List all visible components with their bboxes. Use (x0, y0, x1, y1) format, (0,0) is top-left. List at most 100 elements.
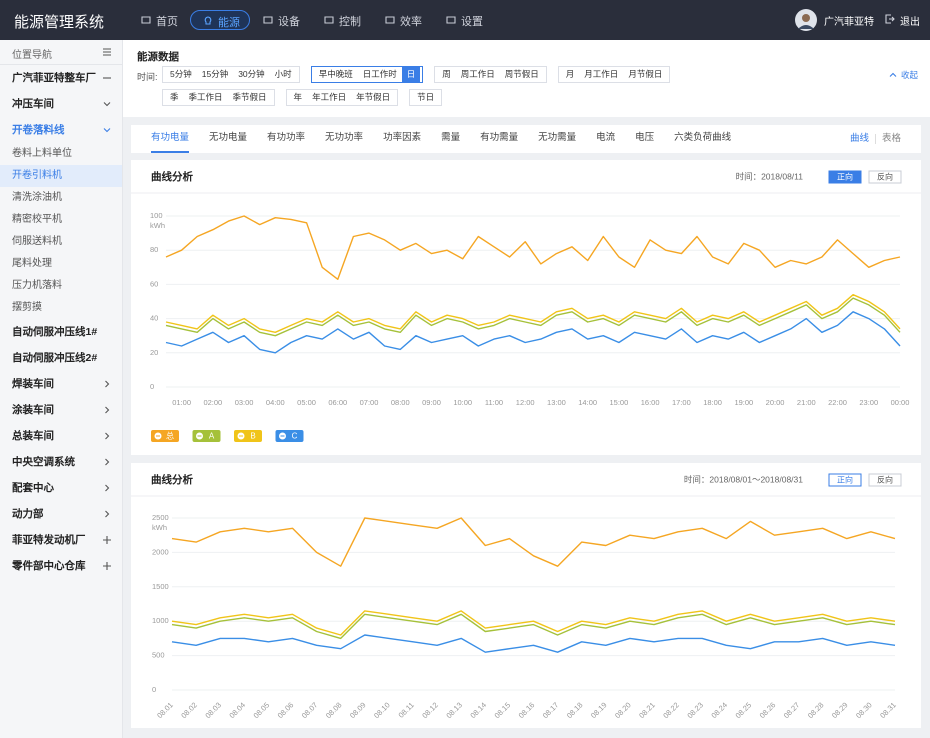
top-nav-item[interactable]: 设置 (434, 10, 494, 30)
top-nav-label: 能源 (218, 17, 240, 29)
sidebar-item[interactable]: 配套中心 (0, 475, 122, 501)
logout[interactable]: 退出 (885, 13, 925, 28)
tab[interactable]: 有功电量 (151, 125, 190, 153)
filter-button[interactable]: 季工作日 (188, 92, 223, 102)
sidebar-item-label: 压力机落料 (12, 280, 62, 291)
tab-list: 有功电量 无功电量 有功功率 无功功率 功率因素 需量 有功需量 无功需量 电流 电压 六类负荷曲线 (151, 125, 731, 153)
y-unit: kWh (152, 523, 167, 532)
sidebar-item-label: 菲亚特发动机厂 (12, 534, 86, 546)
sidebar-item[interactable]: 冲压车间 (0, 91, 122, 117)
x-tick-label: 06:00 (328, 398, 347, 407)
tab[interactable]: 无功需量 (538, 132, 577, 143)
sidebar-item-label: 摆剪摸 (12, 302, 42, 313)
sidebar-item[interactable]: 广汽菲亚特整车厂 (0, 65, 122, 91)
filter-group: 季季工作日 季节假日 (162, 89, 275, 106)
tab[interactable]: 无功电量 (209, 132, 248, 143)
direction-button[interactable] (868, 170, 902, 184)
avatar (795, 9, 817, 31)
filter-button[interactable]: 周节假日 (504, 69, 539, 79)
legend-label[interactable]: 总 (166, 431, 174, 441)
top-nav-item[interactable]: 首页 (129, 10, 189, 30)
x-tick-label: 20:00 (766, 398, 785, 407)
sidebar-item[interactable]: 清洗涂油机 (0, 187, 122, 209)
icon-list (103, 48, 111, 56)
x-tick-label: 12:00 (516, 398, 535, 407)
sidebar-item[interactable]: 开卷落料线 (0, 117, 122, 143)
filter-button[interactable]: 周工作日 (460, 69, 495, 79)
sidebar-item[interactable]: 开卷引料机 (0, 165, 122, 187)
x-tick-label: 05:00 (297, 398, 316, 407)
icon-right (105, 406, 110, 414)
filter-button[interactable]: 季 (170, 92, 179, 102)
filter-button[interactable]: 30分钟 (238, 69, 265, 79)
sidebar-item[interactable]: 精密校平机 (0, 209, 122, 231)
sidebar-item[interactable]: 自动伺服冲压线1# (0, 319, 122, 345)
legend-label[interactable]: C (292, 432, 298, 441)
filter-button[interactable]: 周 (442, 69, 451, 79)
filter-button[interactable]: 年工作日 (312, 92, 347, 102)
direction-button-label[interactable]: 反向 (877, 475, 893, 485)
direction-button-label[interactable]: 反向 (877, 172, 893, 182)
sidebar-item[interactable]: 自动伺服冲压线2# (0, 345, 122, 371)
top-nav-item[interactable]: 效率 (373, 10, 433, 30)
top-nav-item[interactable]: 能源 (190, 10, 250, 30)
sidebar-item[interactable]: 动力部 (0, 501, 122, 527)
view-option[interactable]: 表格 (881, 133, 901, 144)
sidebar-item[interactable]: 菲亚特发动机厂 (0, 527, 122, 553)
sidebar-item-label: 涂装车间 (12, 404, 54, 416)
filter-button[interactable]: 节日 (417, 92, 435, 102)
filter-button[interactable]: 日工作时 (362, 69, 397, 79)
sidebar-item[interactable]: 摆剪摸 (0, 297, 122, 319)
filter-button[interactable]: 早中晚班 (318, 69, 353, 79)
legend-label[interactable]: B (250, 432, 255, 441)
sidebar-item[interactable]: 总装车间 (0, 423, 122, 449)
filter-button[interactable]: 日 (401, 67, 421, 82)
filter-button[interactable]: 月工作日 (584, 69, 619, 79)
filter-button[interactable]: 年节假日 (356, 92, 391, 102)
sidebar-item[interactable]: 零件部中心仓库 (0, 553, 122, 579)
sidebar-item[interactable]: 卷料上料单位 (0, 143, 122, 165)
direction-button[interactable] (828, 170, 862, 184)
icon-up (889, 72, 897, 77)
filter-button[interactable]: 15分钟 (201, 69, 229, 79)
direction-button[interactable] (828, 473, 862, 487)
filter-button[interactable]: 月 (565, 69, 575, 79)
collapse-toggle[interactable]: 收起 (888, 69, 920, 81)
y-tick-label: 1000 (152, 616, 169, 625)
tab[interactable]: 有功功率 (267, 132, 306, 143)
filter-button[interactable]: 月节假日 (628, 69, 663, 79)
tab[interactable]: 需量 (441, 132, 461, 143)
x-tick-label: 00:00 (891, 398, 910, 407)
sidebar-item-label: 开卷落料线 (12, 124, 65, 136)
direction-button-label[interactable]: 正向 (837, 475, 853, 485)
direction-button-label[interactable]: 正向 (837, 172, 853, 182)
view-option[interactable]: 曲线 (849, 133, 869, 144)
sidebar-item[interactable]: 中央空调系统 (0, 449, 122, 475)
sidebar-item[interactable]: 压力机落料 (0, 275, 122, 297)
sidebar-item[interactable]: 焊装车间 (0, 371, 122, 397)
filter-button[interactable]: 小时 (274, 69, 292, 79)
series-line (171, 634, 896, 653)
direction-button[interactable] (868, 473, 902, 487)
top-nav-item[interactable]: 设备 (251, 10, 311, 30)
icon-plus (103, 562, 111, 570)
sidebar-item[interactable]: 伺服送料机 (0, 231, 122, 253)
tab[interactable]: 电流 (596, 132, 616, 143)
tab[interactable]: 无功功率 (325, 132, 364, 143)
legend-label[interactable]: A (209, 432, 215, 441)
top-nav-item[interactable]: 控制 (312, 10, 372, 30)
tab[interactable]: 电压 (635, 132, 655, 143)
sidebar-item-label: 焊装车间 (12, 378, 54, 390)
icon-shape (105, 458, 110, 466)
filter-button[interactable]: 年 (293, 92, 303, 102)
sidebar-header: 位置导航 (0, 40, 122, 65)
filter-button[interactable]: 5分钟 (170, 69, 192, 79)
sidebar: 位置导航 广汽菲亚特整车厂 冲压车间开卷落料线卷料上料单位 开卷引料机 清洗涂油机 精密校… (0, 40, 123, 738)
filter-button[interactable]: 季节假日 (232, 92, 267, 102)
tab[interactable]: 功率因素 (383, 132, 422, 143)
tab[interactable]: 六类负荷曲线 (674, 132, 732, 143)
sidebar-item[interactable]: 尾料处理 (0, 253, 122, 275)
icon-shape (885, 14, 895, 24)
sidebar-item[interactable]: 涂装车间 (0, 397, 122, 423)
tab[interactable]: 有功需量 (480, 132, 519, 143)
